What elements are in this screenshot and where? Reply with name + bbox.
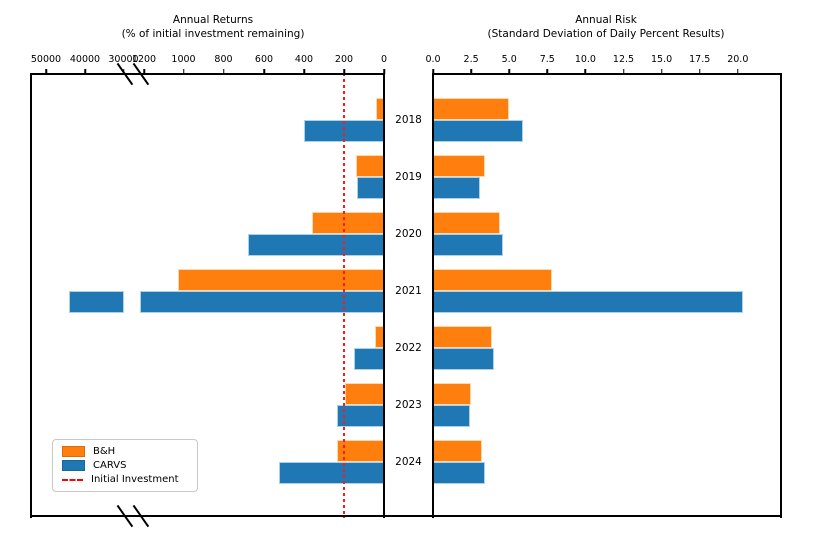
bar-bh-returns-2023 [345, 383, 384, 405]
year-label-2023: 2023 [395, 399, 422, 411]
legend: B&H CARVS Initial Investment [52, 439, 198, 492]
left-axis-tick-label: 600 [254, 54, 274, 65]
right-plot-right-spine [779, 73, 782, 518]
legend-item-carvs: CARVS [62, 459, 188, 472]
left-axis-tick-label: 40000 [69, 54, 101, 65]
right-axis-tick [660, 69, 663, 74]
legend-item-initial-investment: Initial Investment [62, 473, 188, 486]
legend-label-carvs: CARVS [93, 460, 127, 471]
right-axis-tick-label: 7.5 [539, 54, 555, 65]
right-axis-tick-label: 0.0 [425, 54, 441, 65]
bar-carvs-returns-2024 [279, 462, 384, 484]
year-label-2024: 2024 [395, 456, 422, 468]
right-axis-tick [470, 69, 472, 74]
bar-carvs-risk-2020 [433, 234, 504, 256]
left-axis-tick [122, 69, 125, 74]
bar-bh-returns-2019 [356, 155, 384, 177]
right-plot-top-axis [432, 73, 782, 75]
year-label-2020: 2020 [395, 228, 422, 240]
right-axis-tick [508, 69, 510, 74]
left-plot-right-spine [383, 73, 385, 518]
right-axis-tick [737, 69, 739, 74]
right-axis-tick-label: 2.5 [463, 54, 479, 65]
left-axis-tick-label: 0 [380, 54, 388, 65]
bar-carvs-risk-2021 [433, 291, 743, 313]
right-chart-title: Annual Risk [575, 14, 637, 26]
legend-label-initial-investment: Initial Investment [91, 474, 179, 485]
left-axis-tick [143, 69, 145, 74]
right-axis-tick-label: 20.0 [727, 54, 749, 65]
left-axis-tick-label: 50000 [30, 54, 62, 65]
left-axis-tick-label: 1200 [131, 54, 157, 65]
left-axis-tick [383, 69, 385, 74]
left-plot-top-axis [30, 73, 385, 75]
year-label-2019: 2019 [395, 171, 422, 183]
legend-dashed-line-initial-investment [62, 478, 83, 481]
right-axis-tick-label: 5.0 [501, 54, 517, 65]
left-axis-tick [263, 69, 265, 74]
right-chart-subtitle: (Standard Deviation of Daily Percent Res… [487, 27, 725, 40]
left-axis-tick-label: 200 [334, 54, 354, 65]
year-label-2022: 2022 [395, 342, 422, 354]
left-axis-tick-label: 400 [294, 54, 314, 65]
bar-carvs-risk-2023 [433, 405, 470, 427]
right-axis-tick-label: 17.5 [689, 54, 711, 65]
left-axis-tick [45, 69, 47, 74]
bar-bh-risk-2020 [433, 212, 501, 234]
bottom-axis [30, 515, 782, 517]
right-axis-tick [698, 69, 701, 74]
bar-carvs-risk-2018 [433, 120, 523, 142]
right-axis-tick [432, 69, 434, 74]
right-axis-tick [584, 69, 587, 74]
left-axis-tick [182, 69, 185, 74]
left-axis-tick-label: 800 [214, 54, 233, 65]
bar-bh-risk-2022 [433, 326, 493, 348]
bar-carvs-returns-2020 [248, 234, 384, 256]
initial-investment-line [343, 73, 345, 518]
right-axis-tick-label: 15.0 [651, 54, 673, 65]
left-plot-left-spine [30, 73, 32, 518]
bar-bh-risk-2018 [433, 98, 510, 120]
legend-item-b-h: B&H [62, 445, 188, 458]
bar-bh-returns-2021 [178, 269, 384, 291]
bar-bh-risk-2023 [433, 383, 472, 405]
bar-carvs-returns-2021-main-segment [140, 291, 384, 313]
right-axis-tick [546, 69, 549, 74]
legend-label-b-h: B&H [93, 446, 116, 457]
left-axis-tick-label: 1000 [171, 54, 196, 65]
right-plot-left-spine [432, 73, 434, 518]
left-chart-title-block: Annual Returns (% of initial investment … [122, 14, 305, 41]
year-label-2021: 2021 [395, 285, 422, 297]
left-axis-tick-label: 30000 [108, 54, 139, 65]
bar-carvs-risk-2019 [433, 177, 481, 199]
bar-carvs-risk-2022 [433, 348, 494, 370]
legend-swatch-carvs [62, 460, 85, 471]
left-chart-title: Annual Returns [172, 14, 254, 26]
year-label-2018: 2018 [395, 114, 422, 126]
left-chart-subtitle: (% of initial investment remaining) [121, 27, 305, 40]
left-axis-tick [343, 69, 345, 74]
left-axis-tick [222, 69, 225, 74]
left-axis-tick [303, 69, 305, 74]
bar-carvs-returns-2022 [354, 348, 384, 370]
bar-bh-risk-2021 [433, 269, 552, 291]
right-axis-tick-label: 12.5 [612, 54, 635, 65]
left-axis-tick [84, 69, 86, 74]
right-axis-tick [622, 69, 625, 74]
bar-bh-returns-2020 [312, 212, 384, 234]
right-chart-title-block: Annual Risk (Standard Deviation of Daily… [488, 14, 725, 41]
bar-carvs-risk-2024 [433, 462, 485, 484]
bar-bh-risk-2024 [433, 440, 482, 462]
bar-carvs-returns-2019 [357, 177, 384, 199]
bar-bh-risk-2019 [433, 155, 485, 177]
bar-carvs-returns-2021-broken-segment [69, 291, 124, 313]
legend-swatch-b-h [62, 446, 85, 457]
right-axis-tick-label: 10.0 [574, 54, 596, 65]
